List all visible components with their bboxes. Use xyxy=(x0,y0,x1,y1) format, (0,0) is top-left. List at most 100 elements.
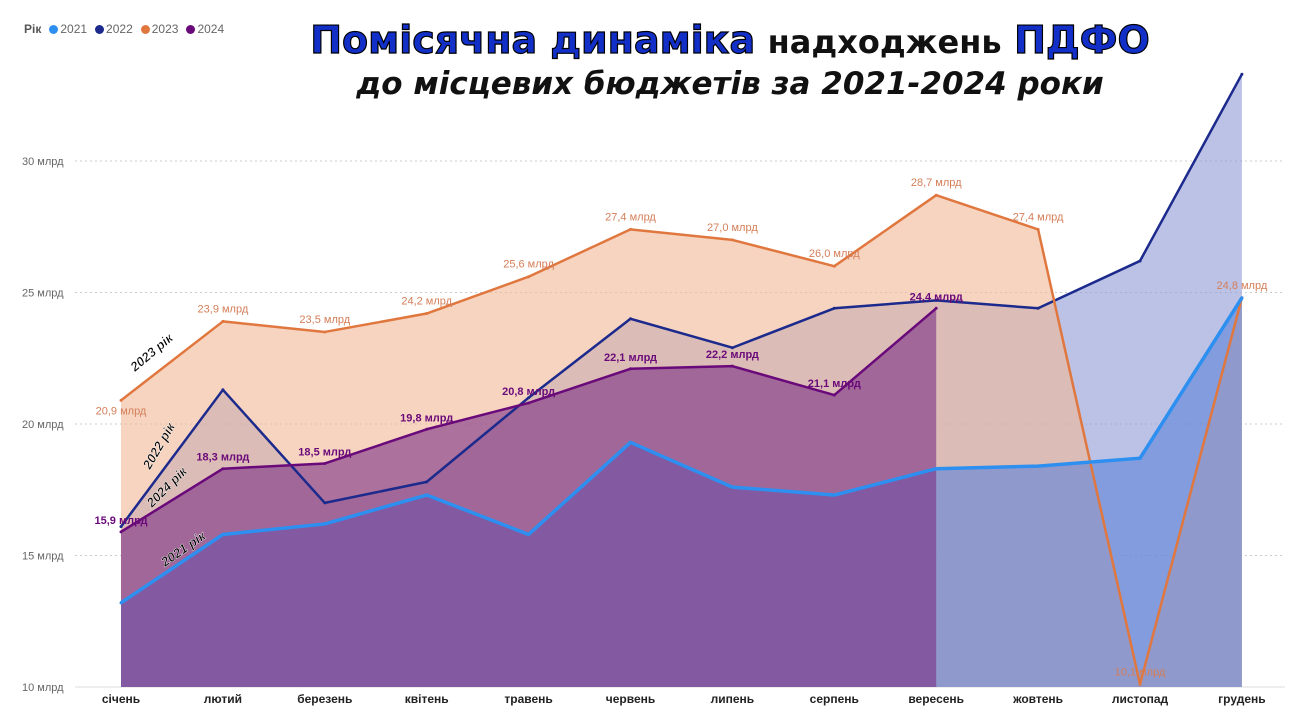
data-label-2023: 28,7 млрд xyxy=(911,177,962,189)
data-point-2023 xyxy=(730,238,734,242)
y-tick-label: 30 млрд xyxy=(22,156,64,168)
data-point-2023 xyxy=(527,275,531,279)
data-label-2023: 27,4 млрд xyxy=(605,211,656,223)
x-tick-label: травень xyxy=(504,692,552,706)
data-point-2022 xyxy=(730,346,734,350)
data-point-2021 xyxy=(1036,464,1040,468)
legend-title: Рік xyxy=(24,22,42,36)
data-label-2023: 20,9 млрд xyxy=(96,405,147,417)
data-label-2023: 23,9 млрд xyxy=(198,303,249,315)
title-part3: ПДФО xyxy=(1014,17,1151,62)
data-label-2024: 15,9 млрд xyxy=(94,515,147,527)
x-tick-label: березень xyxy=(297,692,352,706)
data-point-2023 xyxy=(221,319,225,323)
data-point-2024 xyxy=(629,367,632,371)
legend-label: 2024 xyxy=(197,22,225,36)
x-tick-label: червень xyxy=(606,692,656,706)
legend-label: 2023 xyxy=(151,22,179,36)
x-tick-label: жовтень xyxy=(1012,692,1063,706)
data-label-2023: 23,5 млрд xyxy=(299,314,350,326)
data-point-2024 xyxy=(832,393,836,397)
data-point-2022 xyxy=(527,396,531,400)
data-point-2021 xyxy=(221,532,225,536)
title-line2: до місцевих бюджетів за 2021-2024 роки xyxy=(356,66,1104,102)
x-tick-label: січень xyxy=(102,692,140,706)
data-label-2023: 25,6 млрд xyxy=(503,259,554,271)
data-label-2024: 18,3 млрд xyxy=(196,452,249,464)
title-part1: Помісячна динаміка xyxy=(310,17,756,62)
data-point-2023 xyxy=(629,227,632,231)
y-tick-label: 20 млрд xyxy=(22,419,64,431)
legend: Рік 2021 2022 2023 2024 xyxy=(24,22,228,36)
data-point-2022 xyxy=(119,525,123,529)
data-point-2022 xyxy=(1138,259,1142,263)
data-point-2022 xyxy=(425,480,429,484)
data-point-2021 xyxy=(425,493,429,497)
data-point-2024 xyxy=(730,364,734,368)
data-label-2023: 24,8 млрд xyxy=(1217,280,1268,292)
y-tick-label: 15 млрд xyxy=(22,551,64,563)
data-label-2023: 26,0 млрд xyxy=(809,248,860,260)
data-point-2024 xyxy=(323,461,327,465)
x-tick-label: квітень xyxy=(405,692,449,706)
data-point-2021 xyxy=(730,485,734,489)
data-point-2021 xyxy=(527,532,531,536)
data-point-2022 xyxy=(323,501,327,505)
data-point-2023 xyxy=(323,330,327,334)
data-label-2023: 27,0 млрд xyxy=(707,222,758,234)
x-tick-label: вересень xyxy=(908,692,964,706)
legend-dot-icon xyxy=(49,24,59,34)
data-point-2024 xyxy=(934,306,938,310)
data-label-2024: 21,1 млрд xyxy=(808,378,861,390)
legend-item-2023[interactable]: 2023 xyxy=(140,22,179,36)
data-label-2023: 24,2 млрд xyxy=(401,296,452,308)
y-tick-label: 10 млрд xyxy=(22,682,64,694)
x-tick-label: листопад xyxy=(1112,692,1169,706)
data-point-2021 xyxy=(934,467,938,471)
y-tick-label: 25 млрд xyxy=(22,288,64,300)
title-part2: надходжень xyxy=(767,23,1002,61)
data-point-2021 xyxy=(119,601,123,605)
data-label-2024: 24,4 млрд xyxy=(910,291,963,303)
chart-title: Помісячна динаміка надходжень ПДФО до мі… xyxy=(290,17,1170,104)
data-point-2023 xyxy=(425,312,429,316)
legend-label: 2021 xyxy=(60,22,88,36)
line-2021 xyxy=(120,296,1244,605)
data-point-2022 xyxy=(1240,72,1244,76)
x-tick-label: липень xyxy=(711,692,755,706)
data-point-2022 xyxy=(832,306,836,310)
legend-dot-icon xyxy=(140,24,150,34)
data-label-2023: 10,1 млрд xyxy=(1115,666,1166,678)
legend-item-2024[interactable]: 2024 xyxy=(186,22,224,36)
data-point-2021 xyxy=(1240,296,1244,300)
data-label-2024: 22,2 млрд xyxy=(706,349,759,361)
legend-dot-icon xyxy=(186,24,196,34)
data-label-2024: 20,8 млрд xyxy=(502,386,555,398)
data-point-2021 xyxy=(832,493,836,497)
legend-label: 2022 xyxy=(106,22,133,36)
area-2024 xyxy=(121,308,937,687)
data-point-2023 xyxy=(1036,227,1040,231)
data-point-2022 xyxy=(934,298,938,302)
x-tick-label: грудень xyxy=(1218,692,1265,706)
data-label-2024: 19,8 млрд xyxy=(400,412,453,424)
data-point-2021 xyxy=(1138,456,1142,460)
x-tick-label: серпень xyxy=(810,692,859,706)
data-point-2024 xyxy=(119,530,123,534)
line-2023 xyxy=(120,193,1244,686)
data-point-2024 xyxy=(221,467,225,471)
data-label-2024: 18,5 млрд xyxy=(298,446,351,458)
data-point-2024 xyxy=(527,401,531,405)
data-label-2023: 27,4 млрд xyxy=(1013,211,1064,223)
data-point-2023 xyxy=(119,398,123,402)
data-point-2022 xyxy=(629,317,632,321)
data-point-2021 xyxy=(323,522,327,526)
data-point-2024 xyxy=(425,427,429,431)
legend-item-2021[interactable]: 2021 xyxy=(49,22,87,36)
data-label-2024: 22,1 млрд xyxy=(604,352,657,364)
data-point-2022 xyxy=(221,388,225,392)
data-point-2023 xyxy=(832,264,836,268)
legend-item-2022[interactable]: 2022 xyxy=(95,22,133,36)
data-point-2023 xyxy=(934,193,938,197)
